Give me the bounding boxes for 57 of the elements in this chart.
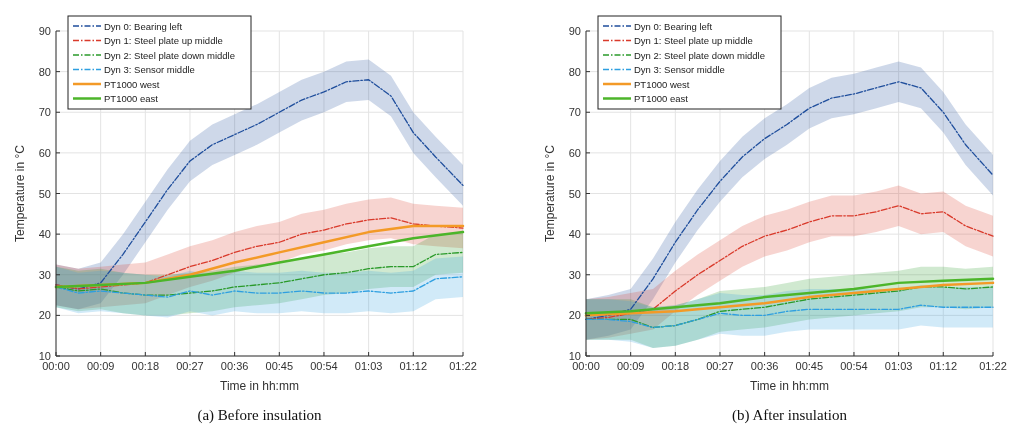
x-tick-label: 00:36 [750,360,779,372]
legend-label: Dyn 0: Bearing left [634,20,713,32]
x-tick-label: 00:27 [706,360,734,372]
x-tick-label: 01:03 [354,360,383,372]
x-tick-label: 00:09 [616,360,645,372]
x-axis-title: Time in hh:mm [220,379,299,393]
legend-label: PT1000 west [634,78,690,90]
x-tick-label: 00:00 [42,360,70,372]
y-tick-label: 90 [38,25,51,37]
y-tick-label: 40 [568,228,581,241]
legend-label: PT1000 east [634,93,689,104]
x-tick-label: 01:12 [399,360,428,372]
x-tick-label: 00:18 [131,360,160,372]
legend-label: Dyn 0: Bearing left [104,20,183,32]
legend-label: Dyn 3: Sensor middle [634,64,725,75]
legend-label: Dyn 2: Steel plate down middle [634,49,765,61]
x-tick-label: 01:03 [884,360,913,372]
y-tick-label: 60 [38,146,51,159]
x-tick-label: 00:54 [840,360,868,372]
y-tick-label: 40 [38,228,51,241]
y-axis-title: Temperature in °C [13,144,27,242]
x-tick-label: 00:45 [265,360,294,372]
y-tick-label: 10 [38,350,51,362]
line-series [585,304,994,329]
y-tick-label: 20 [38,309,51,322]
x-tick-label: 01:22 [979,360,1007,372]
y-tick-label: 70 [38,106,51,119]
legend-label: Dyn 2: Steel plate down middle [104,49,235,61]
legend-label: PT1000 east [104,93,159,104]
x-tick-label: 00:00 [572,360,600,372]
x-tick-label: 00:27 [176,360,204,372]
y-tick-label: 10 [568,350,581,362]
legend-label: PT1000 west [104,78,160,90]
legend-label: Dyn 3: Sensor middle [104,64,195,75]
x-tick-label: 01:12 [929,360,958,372]
x-tick-label: 01:22 [449,360,477,372]
y-tick-label: 80 [568,65,581,78]
y-tick-label: 70 [568,106,581,119]
y-tick-label: 30 [38,268,51,281]
y-tick-label: 80 [38,65,51,78]
x-axis-title: Time in hh:mm [750,379,829,393]
y-axis-title: Temperature in °C [543,144,557,242]
y-tick-label: 20 [568,309,581,322]
x-tick-label: 00:18 [661,360,690,372]
text: (a) Before insulation [197,407,323,424]
y-tick-label: 90 [568,25,581,37]
x-tick-label: 00:45 [795,360,824,372]
legend-label: Dyn 1: Steel plate up middle [104,35,223,46]
x-tick-label: 00:09 [86,360,115,372]
x-tick-label: 00:36 [220,360,249,372]
x-tick-label: 00:54 [310,360,338,372]
text: (b) After insulation [732,407,848,424]
legend-label: Dyn 1: Steel plate up middle [634,35,753,46]
y-tick-label: 50 [568,187,581,200]
y-tick-label: 50 [38,187,51,200]
y-tick-label: 60 [568,146,581,159]
y-tick-label: 30 [568,268,581,281]
